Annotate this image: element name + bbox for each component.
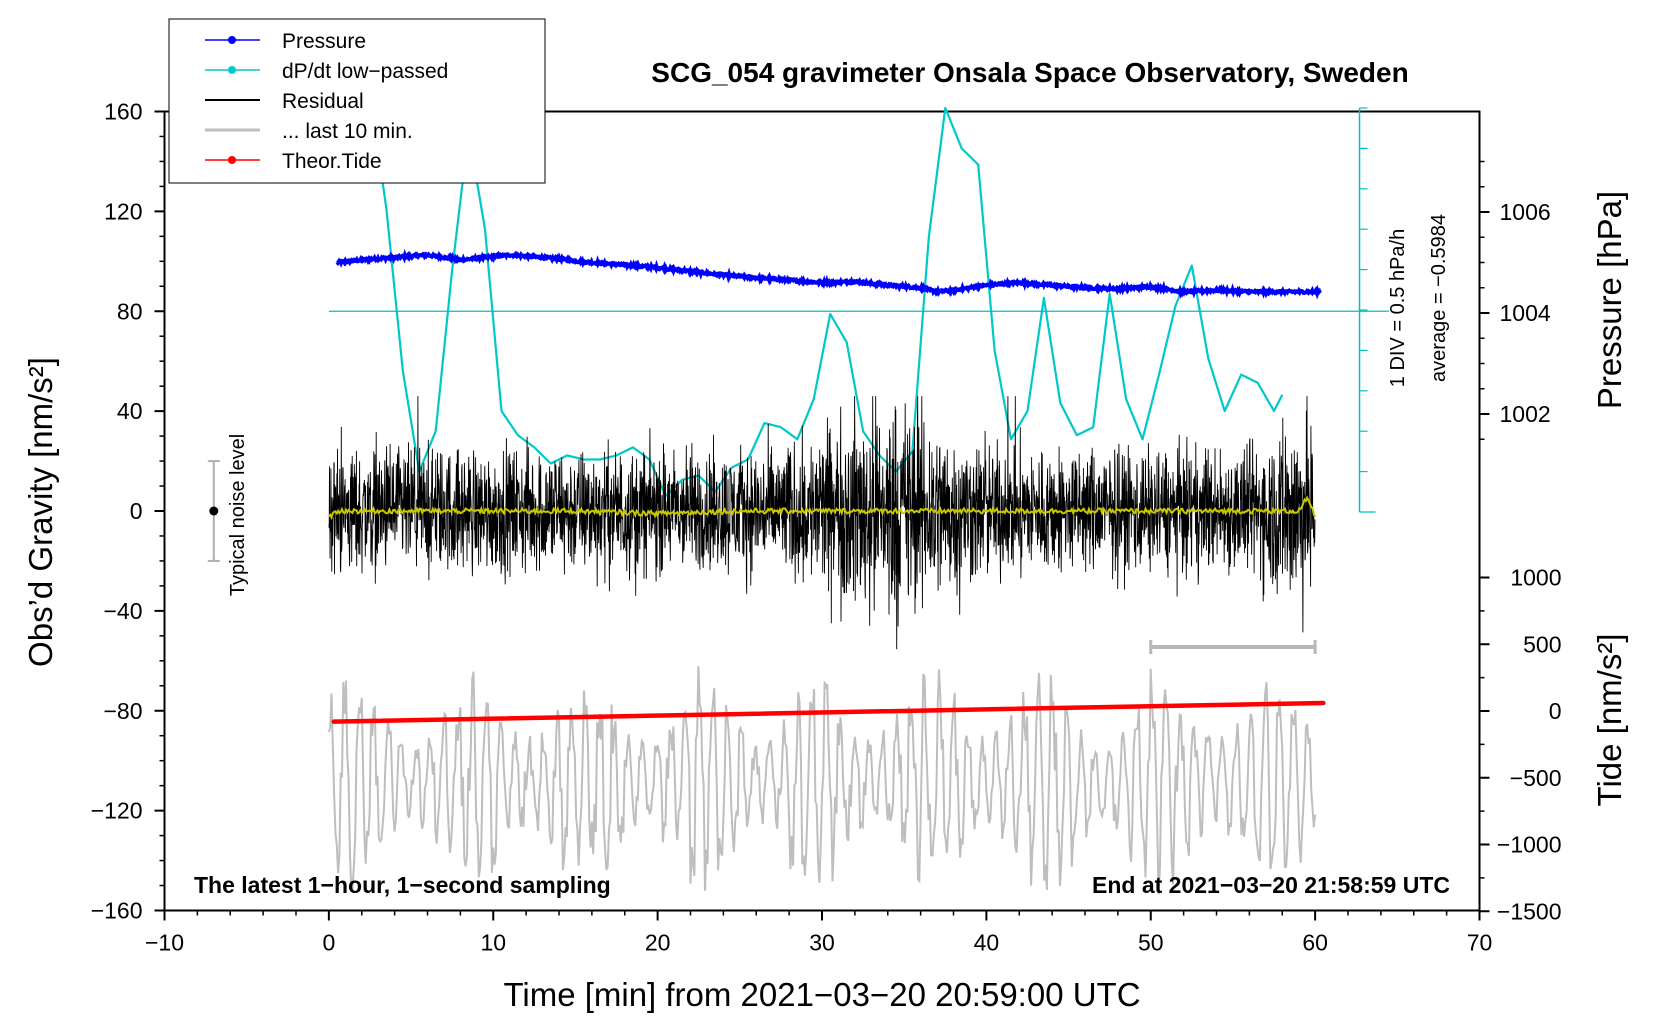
legend-marker-pressure — [228, 36, 236, 44]
tide-tick-label: −1000 — [1497, 832, 1562, 858]
legend-label-pressure: Pressure — [282, 30, 366, 53]
dpdt-series-line — [360, 106, 1284, 497]
x-tick-label: 30 — [809, 930, 835, 956]
chart-title: SCG_054 gravimeter Onsala Space Observat… — [651, 57, 1408, 88]
pressure-tick-label: 1004 — [1500, 300, 1551, 326]
y-tick-label: −40 — [103, 598, 142, 624]
pressure-tick-label: 1002 — [1500, 401, 1551, 427]
annotation-marks-layer — [207, 107, 1390, 654]
legend-marker-tide — [228, 156, 236, 164]
tide-tick-label: −500 — [1510, 765, 1562, 791]
legend: Pressure dP/dt low−passed Residual ... l… — [168, 18, 546, 184]
x-tick-label: 70 — [1467, 930, 1493, 956]
x-tick-label: 20 — [645, 930, 671, 956]
legend-label-last-10-min: ... last 10 min. — [282, 120, 413, 143]
y-axis-title-left: Obs’d Gravity [nm/s²] — [22, 357, 59, 667]
last-10-min-layer — [327, 666, 1317, 895]
legend-label-residual: Residual — [282, 90, 364, 113]
legend-marker-dpdt — [228, 66, 236, 74]
x-axis-title: Time [min] from 2021−03−20 20:59:00 UTC — [503, 976, 1140, 1013]
y-tick-label: −120 — [91, 798, 143, 824]
x-tick-label: 0 — [322, 930, 335, 956]
tide-tick-label: −1500 — [1497, 898, 1562, 924]
y-tick-label: 160 — [104, 99, 142, 125]
y-tick-label: 40 — [117, 398, 143, 424]
tide-tick-label: 0 — [1549, 698, 1562, 724]
theoretical-tide-layer — [331, 700, 1326, 724]
y-tick-label: −80 — [103, 698, 142, 724]
noise-point — [209, 506, 219, 516]
noise-level-label: Typical noise level — [227, 434, 249, 596]
footer-left-note: The latest 1−hour, 1−second sampling — [194, 872, 611, 898]
y-tick-label: −160 — [91, 898, 143, 924]
x-tick-label: 40 — [974, 930, 1000, 956]
legend-label-dpdt: dP/dt low−passed — [282, 60, 448, 83]
x-tick-label: 10 — [480, 930, 506, 956]
smoothed-residual-line — [328, 495, 1317, 521]
x-tick-label: 50 — [1138, 930, 1164, 956]
smoothed-residual-layer — [328, 495, 1317, 521]
last-10-min-series-line — [327, 666, 1317, 895]
tide-axis-title: Tide [nm/s²] — [1591, 634, 1628, 807]
tide-series-line — [331, 700, 1326, 724]
y-tick-label: 0 — [130, 498, 143, 524]
axes-layer: −10 0 10 20 30 40 50 60 70 160 120 80 40 0 −40 −80 −120 −… — [91, 99, 1562, 956]
y-tick-label: 80 — [117, 298, 143, 324]
pressure-series-line — [335, 248, 1322, 300]
x-tick-label: −10 — [145, 930, 184, 956]
pressure-tick-label: 1006 — [1500, 199, 1551, 225]
pressure-axis-title: Pressure [hPa] — [1591, 191, 1628, 409]
x-tick-label: 60 — [1302, 930, 1328, 956]
tide-tick-label: 1000 — [1510, 565, 1561, 591]
tide-tick-label: 500 — [1523, 631, 1561, 657]
legend-label-tide: Theor.Tide — [282, 150, 382, 173]
pressure-layer — [335, 248, 1322, 300]
dpdt-scale-label: 1 DIV = 0.5 hPa/h — [1387, 229, 1409, 387]
footer-right-note: End at 2021−03−20 21:58:59 UTC — [1092, 872, 1450, 898]
dpdt-average-label: average = −0.5984 — [1428, 214, 1450, 382]
y-tick-label: 120 — [104, 198, 142, 224]
dpdt-layer — [360, 106, 1284, 497]
